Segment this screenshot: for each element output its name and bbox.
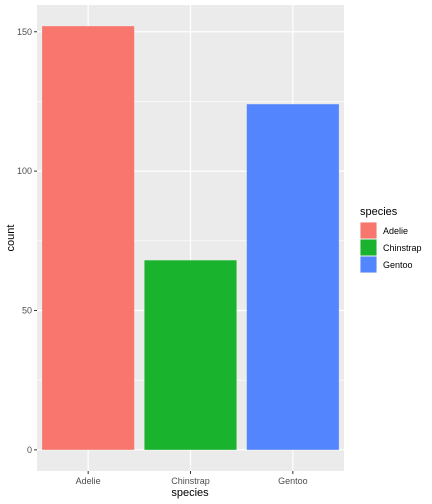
x-axis: Adelie Chinstrap Gentoo [76,471,308,486]
legend-swatch-chinstrap [360,239,377,256]
x-tick-label: Gentoo [278,476,308,486]
legend: species Adelie Chinstrap Gentoo [360,206,422,273]
x-tick-label: Chinstrap [171,476,210,486]
x-tick-label: Adelie [76,476,101,486]
bar-gentoo [246,104,339,450]
x-axis-title: species [171,487,209,499]
bar-adelie [42,26,135,450]
y-tick-label: 0 [27,445,32,455]
bars [42,26,339,450]
y-tick-label: 150 [17,27,32,37]
y-tick-label: 100 [17,166,32,176]
legend-label: Chinstrap [383,243,422,253]
legend-label: Adelie [383,226,408,236]
y-axis: 0 50 100 150 [17,27,37,455]
legend-swatch-gentoo [360,256,377,273]
y-tick-label: 50 [22,305,32,315]
bar-chinstrap [144,260,237,450]
y-axis-title: count [5,225,17,252]
legend-swatch-adelie [360,222,377,239]
legend-title: species [360,206,398,218]
legend-label: Gentoo [383,260,413,270]
